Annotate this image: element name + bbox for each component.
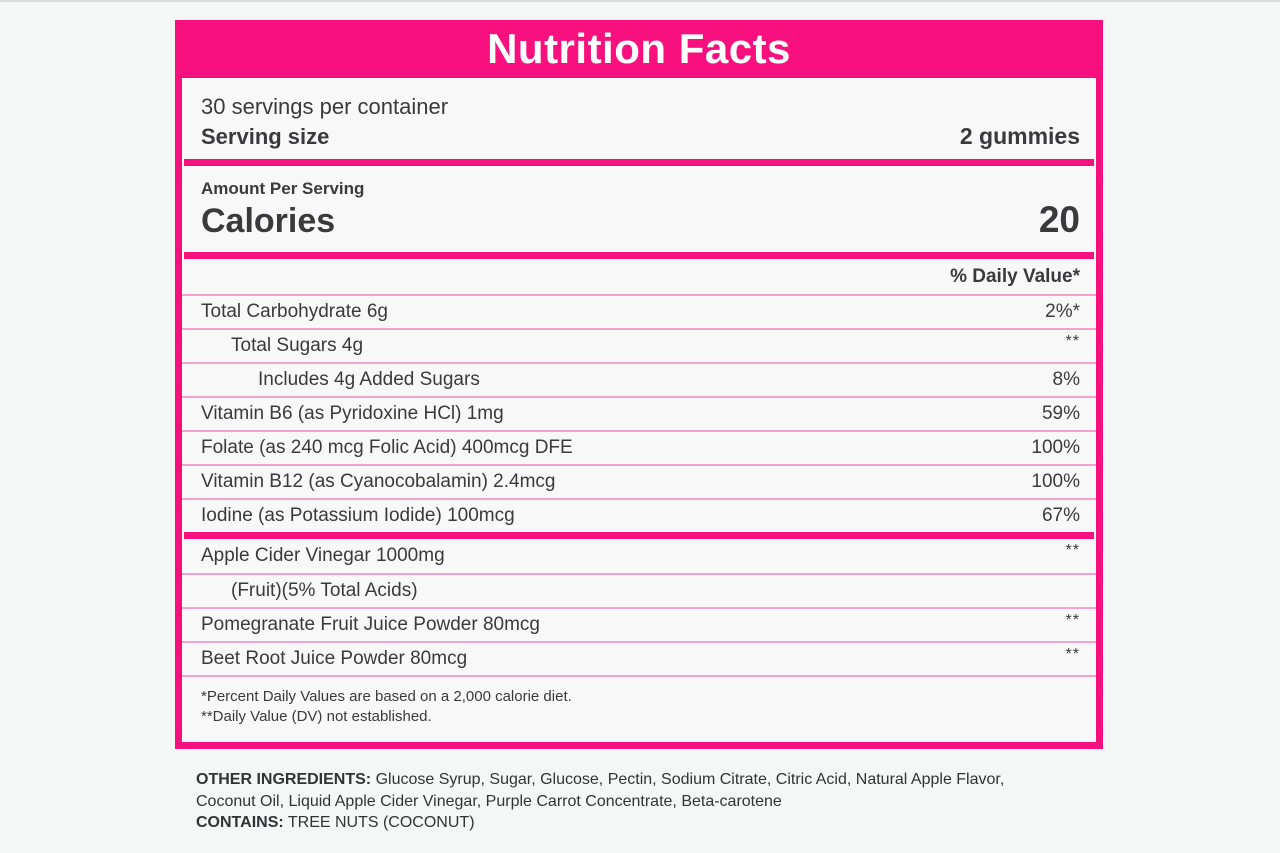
other-ingredients-text: Glucose Syrup, Sugar, Glucose, Pectin, S… [196,771,1005,810]
nutrient-row: Folate (as 240 mcg Folic Acid) 400mcg DF… [182,430,1096,464]
nutrient-value: ** [1065,612,1080,629]
nutrient-name: Includes 4g Added Sugars [258,369,480,390]
footnote-dv-not-established: **Daily Value (DV) not established. [201,708,432,725]
calories-value: 20 [1038,199,1080,240]
nutrient-name: Vitamin B6 (as Pyridoxine HCl) 1mg [201,403,504,424]
nutrition-facts-title: Nutrition Facts [175,20,1103,78]
thick-divider-bar [184,532,1094,539]
daily-value-header: % Daily Value* [950,266,1080,287]
nutrient-rows-group-2: Apple Cider Vinegar 1000mg ** (Fruit)(5%… [182,539,1096,675]
nutrient-value: 100% [1031,437,1080,458]
nutrient-row: Total Sugars 4g ** [182,328,1096,362]
nutrient-row: Vitamin B6 (as Pyridoxine HCl) 1mg 59% [182,396,1096,430]
nutrient-name: Pomegranate Fruit Juice Powder 80mcg [201,614,540,635]
contains-line: CONTAINS: TREE NUTS (COCONUT) [196,812,1041,834]
nutrient-row: Beet Root Juice Powder 80mcg ** [182,641,1096,675]
nutrient-row: Total Carbohydrate 6g 2%* [182,294,1096,328]
nutrient-name: Beet Root Juice Powder 80mcg [201,648,468,669]
nutrient-rows-group-1: Total Carbohydrate 6g 2%* Total Sugars 4… [182,294,1096,532]
nutrient-value: 8% [1052,369,1080,390]
nutrient-row: Vitamin B12 (as Cyanocobalamin) 2.4mcg 1… [182,464,1096,498]
nutrient-value: 100% [1031,471,1080,492]
servings-per-container: 30 servings per container [201,94,449,119]
other-ingredients-line: OTHER INGREDIENTS: Glucose Syrup, Sugar,… [196,769,1041,812]
nutrient-value: ** [1065,542,1080,559]
thick-divider-bar [184,252,1094,259]
nutrient-name: Vitamin B12 (as Cyanocobalamin) 2.4mcg [201,471,556,492]
nutrient-row: Apple Cider Vinegar 1000mg ** [182,539,1096,573]
nutrient-name: Total Sugars 4g [231,335,364,356]
contains-text: TREE NUTS (COCONUT) [283,814,475,831]
nutrient-value: 59% [1041,403,1080,424]
nutrient-name: Apple Cider Vinegar 1000mg [201,545,445,566]
nutrient-value: ** [1065,333,1080,350]
nutrient-value: 2%* [1045,301,1080,322]
footnotes: *Percent Daily Values are based on a 2,0… [182,675,1096,742]
nutrient-row: (Fruit)(5% Total Acids) [182,573,1096,607]
calories-row: Calories 20 [182,199,1096,252]
nutrient-row: Pomegranate Fruit Juice Powder 80mcg ** [182,607,1096,641]
serving-size-label: Serving size [201,124,330,149]
nutrient-value: ** [1065,646,1080,663]
nutrient-row: Includes 4g Added Sugars 8% [182,362,1096,396]
thick-divider-bar [184,159,1094,166]
other-ingredients-label: OTHER INGREDIENTS: [196,771,372,788]
footnote-percent-dv: *Percent Daily Values are based on a 2,0… [201,688,572,705]
nutrient-name: Iodine (as Potassium Iodide) 100mcg [201,505,515,526]
amount-per-serving-label: Amount Per Serving [201,179,365,198]
nutrition-facts-panel: Nutrition Facts 30 servings per containe… [175,20,1103,749]
contains-label: CONTAINS: [196,814,284,831]
serving-size-value: 2 gummies [959,123,1080,149]
nutrient-name: Folate (as 240 mcg Folic Acid) 400mcg DF… [201,437,573,458]
nutrient-name: Total Carbohydrate 6g [201,301,388,322]
ingredients-section: OTHER INGREDIENTS: Glucose Syrup, Sugar,… [196,769,1041,834]
nutrient-row: Iodine (as Potassium Iodide) 100mcg 67% [182,498,1096,532]
nutrient-value: 67% [1041,505,1080,526]
calories-label: Calories [201,202,336,240]
serving-size-row: Serving size 2 gummies [182,120,1096,159]
nutrient-name: (Fruit)(5% Total Acids) [231,580,418,601]
